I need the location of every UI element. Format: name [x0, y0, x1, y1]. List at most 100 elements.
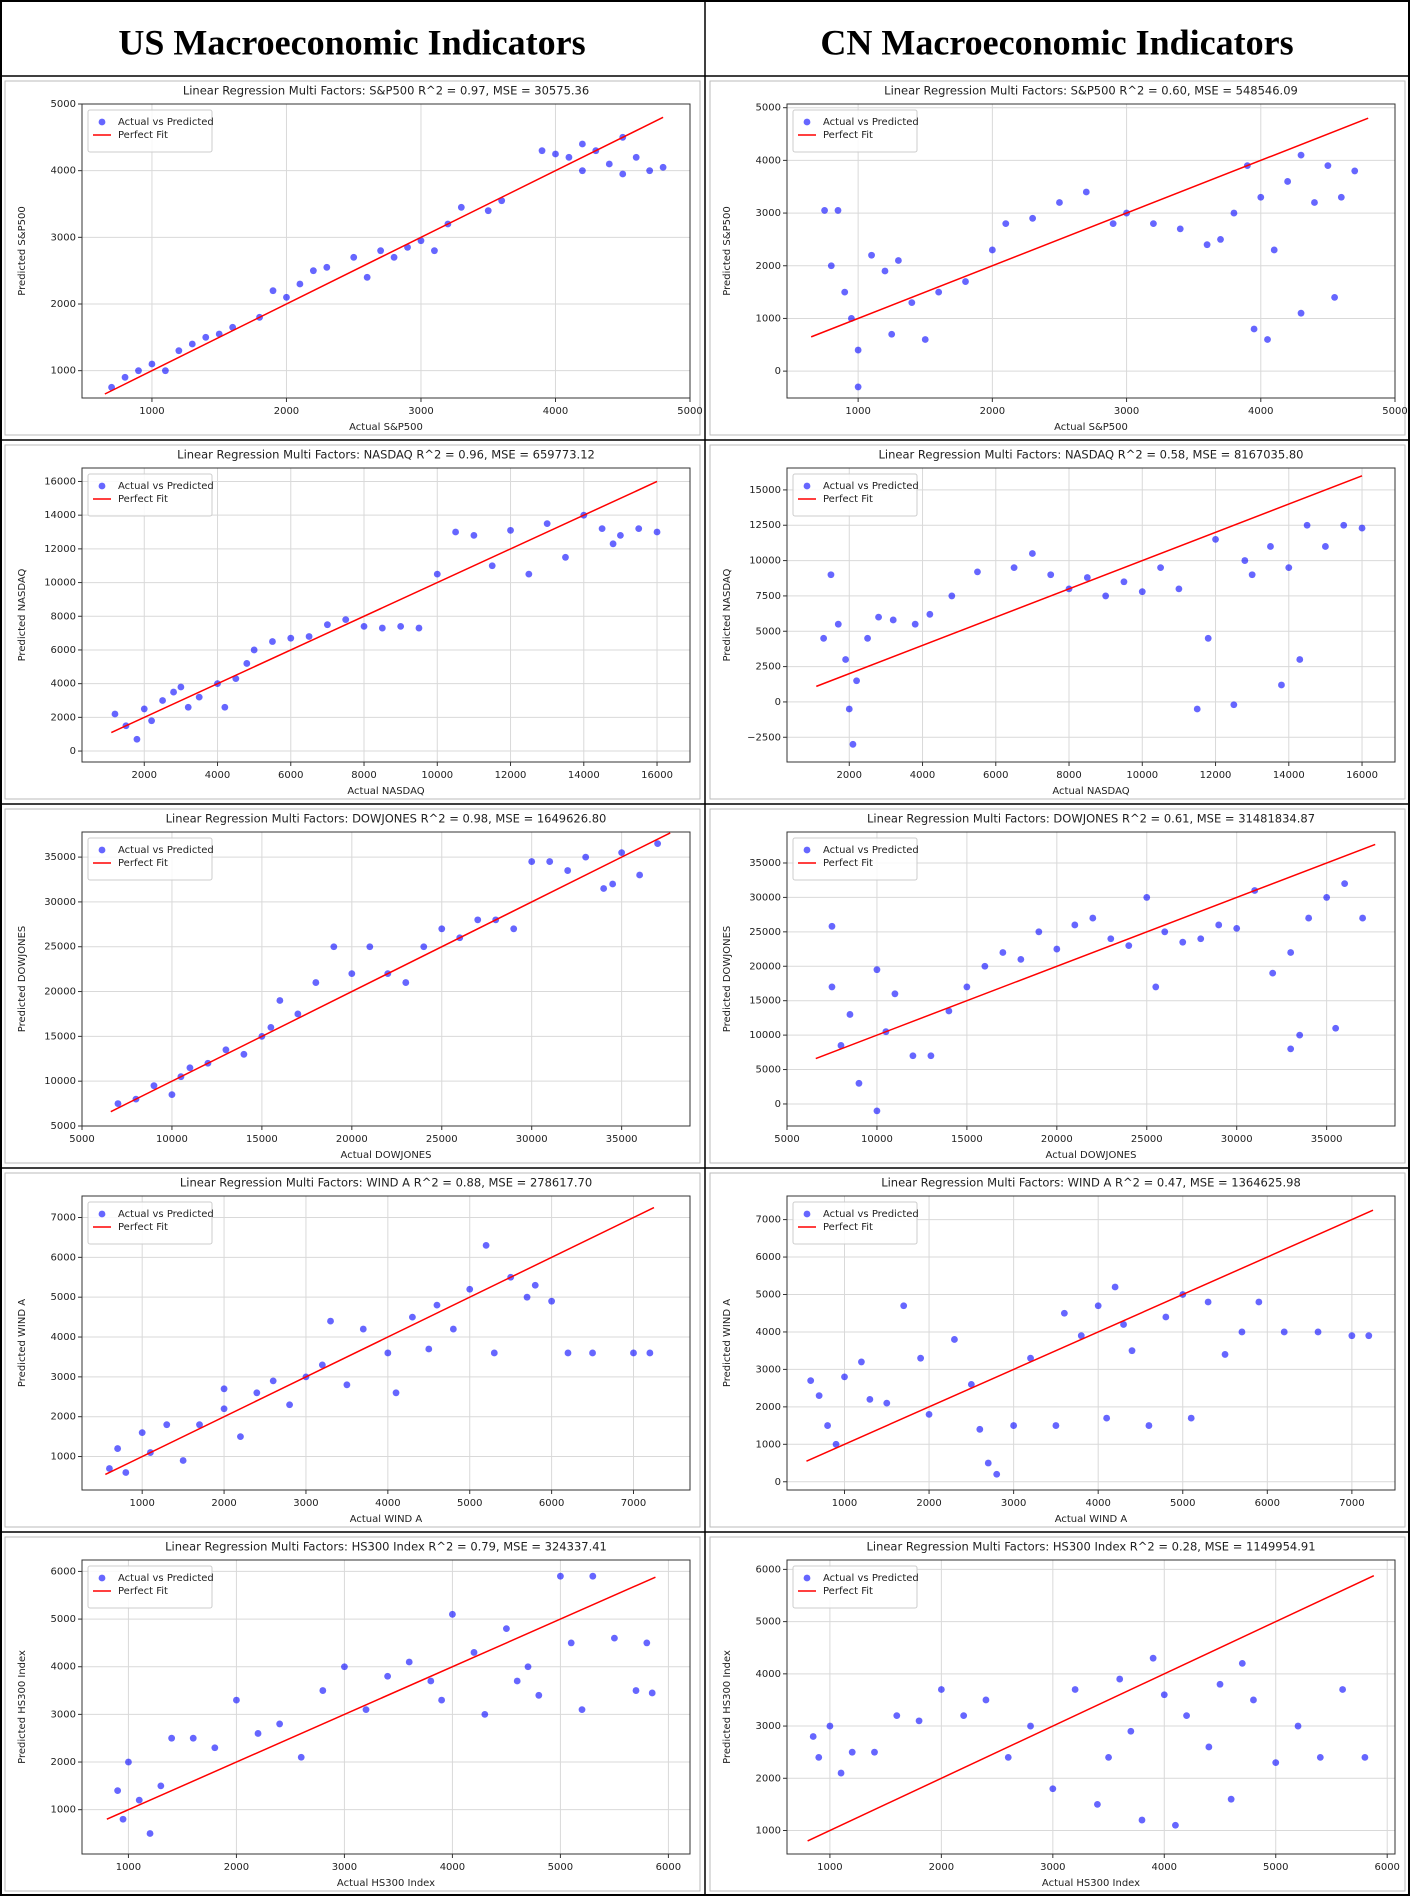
point: [1215, 921, 1223, 929]
y-tick-label: 7000: [51, 1213, 76, 1224]
x-tick-label: 14000: [1273, 770, 1305, 781]
x-axis-label: Actual S&P500: [1054, 422, 1128, 433]
point: [993, 1470, 1001, 1478]
x-axis-label: Actual NASDAQ: [347, 786, 424, 797]
point: [1094, 1302, 1102, 1310]
point: [564, 1349, 572, 1357]
point: [873, 966, 881, 974]
y-tick-label: 0: [775, 697, 781, 708]
point: [342, 616, 350, 624]
y-axis-label: Predicted HS300 Index: [17, 1650, 28, 1764]
point: [276, 1720, 284, 1728]
point: [111, 710, 119, 718]
point: [348, 970, 356, 978]
point: [609, 880, 617, 888]
point: [538, 147, 546, 155]
x-tick-label: 2000: [211, 1498, 236, 1509]
point: [582, 853, 590, 861]
point: [618, 849, 626, 857]
point: [384, 1349, 392, 1357]
x-tick-label: 2000: [274, 406, 299, 417]
y-tick-label: 4000: [756, 1327, 781, 1338]
point: [842, 656, 850, 663]
y-tick-label: 15000: [44, 1031, 76, 1042]
point: [1111, 1283, 1119, 1291]
x-tick-label: 15000: [246, 1134, 278, 1145]
x-tick-label: 1000: [116, 1862, 141, 1873]
plot-frame: [81, 1559, 691, 1855]
legend-label: Perfect Fit: [118, 1222, 168, 1233]
point: [168, 1091, 176, 1099]
point: [609, 540, 617, 548]
plot-frame: [786, 1195, 1396, 1491]
legend-label: Perfect Fit: [823, 1586, 873, 1597]
point: [159, 697, 166, 704]
point: [431, 247, 438, 255]
point: [1341, 880, 1349, 888]
y-tick-label: 15000: [749, 485, 781, 496]
x-tick-label: 2000: [980, 406, 1005, 417]
point: [1060, 1309, 1068, 1317]
point: [1339, 1686, 1347, 1693]
y-tick-label: 6000: [51, 1566, 76, 1577]
y-tick-label: 5000: [756, 1065, 781, 1076]
point: [1027, 1722, 1034, 1730]
point: [1047, 571, 1055, 579]
point: [184, 703, 192, 711]
legend-label: Perfect Fit: [823, 858, 873, 869]
point: [323, 263, 331, 271]
point: [420, 943, 428, 951]
point: [984, 1459, 992, 1467]
point: [1217, 236, 1224, 243]
point: [283, 293, 290, 301]
point: [888, 330, 896, 338]
point: [1010, 564, 1018, 572]
point: [378, 624, 386, 632]
point: [911, 620, 919, 628]
y-tick-label: 20000: [44, 987, 76, 998]
y-tick-label: 6000: [756, 1252, 781, 1263]
plot-frame: [81, 831, 691, 1127]
fit-line: [110, 480, 658, 734]
point: [319, 1687, 327, 1694]
y-tick-label: 35000: [44, 852, 76, 863]
point: [1049, 1785, 1057, 1793]
point: [1152, 983, 1160, 991]
point: [175, 347, 183, 355]
legend-box: [792, 1565, 918, 1609]
point: [390, 253, 398, 261]
point: [312, 979, 320, 986]
point: [564, 867, 572, 874]
point: [1160, 1691, 1168, 1699]
point: [397, 622, 405, 630]
point: [925, 1410, 933, 1418]
point: [827, 571, 835, 579]
point: [826, 1722, 834, 1730]
point: [138, 1429, 146, 1437]
x-axis-label: Actual DOWJONES: [1046, 1150, 1137, 1161]
point: [828, 983, 836, 991]
y-tick-label: 2500: [756, 662, 781, 673]
x-tick-label: 5000: [457, 1498, 482, 1509]
fit-line: [806, 1209, 1374, 1462]
point: [891, 990, 899, 998]
x-tick-label: 30000: [516, 1134, 548, 1145]
point: [849, 740, 857, 748]
point: [1365, 1332, 1373, 1340]
point: [1284, 178, 1292, 185]
x-tick-label: 20000: [336, 1134, 368, 1145]
x-tick-label: 5000: [548, 1862, 573, 1873]
point: [962, 278, 969, 285]
point: [1094, 1800, 1101, 1808]
y-tick-label: 16000: [44, 476, 76, 487]
point: [565, 153, 573, 161]
point: [1109, 220, 1117, 228]
point: [632, 1687, 640, 1694]
legend-label: Actual vs Predicted: [118, 1573, 214, 1584]
y-tick-label: 2000: [756, 261, 781, 272]
point: [845, 705, 853, 713]
point: [873, 1107, 881, 1115]
legend-marker: [98, 482, 106, 490]
point: [1029, 214, 1037, 222]
